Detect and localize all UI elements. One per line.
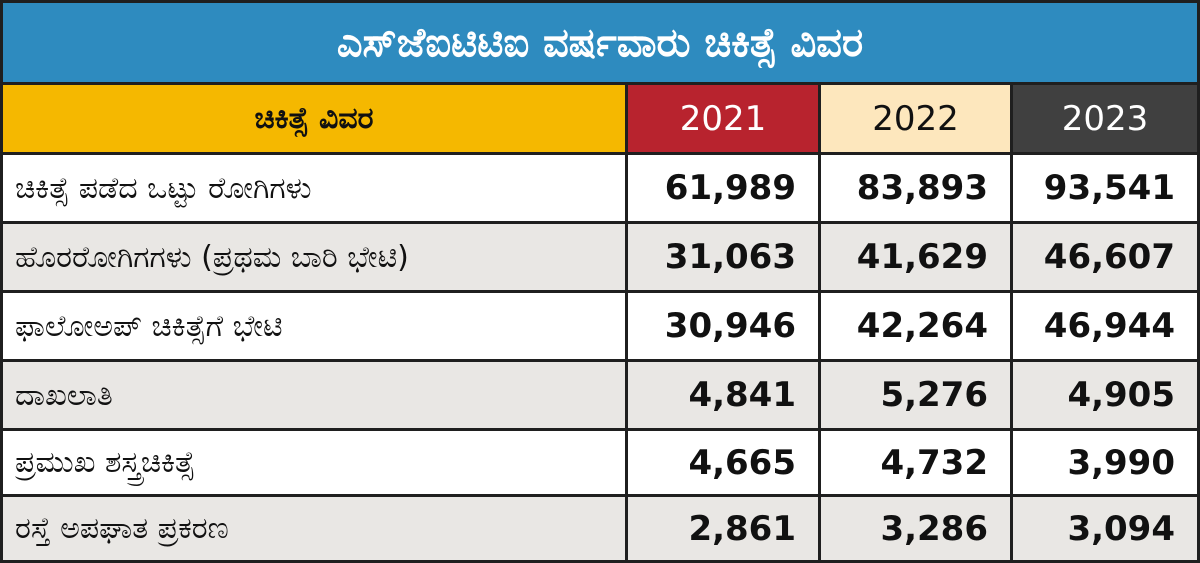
row-value-2022: 3,286: [821, 497, 1010, 560]
row-label: ದಾಖಲಾತಿ: [3, 362, 625, 428]
table-title: ಎಸ್‌ಜೆಐಟಿಟಿಐ ವರ್ಷವಾರು ಚಿಕಿತ್ಸೆ ವಿವರ: [3, 3, 1197, 82]
row-value-2023: 93,541: [1013, 155, 1197, 221]
row-value-2023: 3,094: [1013, 497, 1197, 560]
row-label: ಪ್ರಮುಖ ಶಸ್ತ್ರಚಿಕಿತ್ಸೆ: [3, 431, 625, 494]
row-value-2023: 46,944: [1013, 293, 1197, 359]
row-value-2023: 46,607: [1013, 224, 1197, 290]
row-value-2022: 4,732: [821, 431, 1010, 494]
header-label-cell: ಚಿಕಿತ್ಸೆ ವಿವರ: [3, 85, 625, 152]
row-value-2021: 61,989: [628, 155, 818, 221]
row-value-2023: 4,905: [1013, 362, 1197, 428]
row-label: ಚಿಕಿತ್ಸೆ ಪಡೆದ ಒಟ್ಟು ರೋಗಿಗಳು: [3, 155, 625, 221]
header-year-2021: 2021: [628, 85, 818, 152]
row-value-2022: 41,629: [821, 224, 1010, 290]
header-year-2023: 2023: [1013, 85, 1197, 152]
row-value-2022: 42,264: [821, 293, 1010, 359]
row-value-2023: 3,990: [1013, 431, 1197, 494]
row-value-2021: 30,946: [628, 293, 818, 359]
row-value-2021: 31,063: [628, 224, 818, 290]
row-label: ರಸ್ತೆ ಅಪಘಾತ ಪ್ರಕರಣ: [3, 497, 625, 560]
row-value-2021: 2,861: [628, 497, 818, 560]
row-value-2021: 4,841: [628, 362, 818, 428]
row-label: ಫಾಲೋಅಪ್ ಚಿಕಿತ್ಸೆಗೆ ಭೇಟಿ: [3, 293, 625, 359]
row-label: ಹೊರರೋಗಿಗಗಳು (ಪ್ರಥಮ ಬಾರಿ ಭೇಟಿ): [3, 224, 625, 290]
row-value-2022: 83,893: [821, 155, 1010, 221]
row-value-2022: 5,276: [821, 362, 1010, 428]
header-year-2022: 2022: [821, 85, 1010, 152]
row-value-2021: 4,665: [628, 431, 818, 494]
